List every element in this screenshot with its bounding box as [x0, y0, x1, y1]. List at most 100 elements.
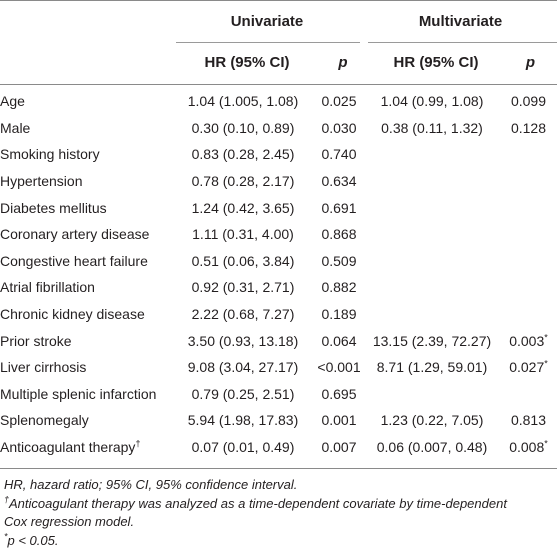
uni-p-cell-text: <0.001 — [317, 359, 361, 376]
uni-p-cell: 0.882 — [314, 274, 364, 301]
multi-p-cell — [500, 141, 557, 168]
uni-p-cell-text: 0.634 — [321, 173, 357, 190]
uni-hr-cell-text: 0.51 (0.06, 3.84) — [191, 252, 295, 269]
table-row: Coronary artery disease 1.11 (0.31, 4.00)… — [0, 221, 557, 248]
table-row: Chronic kidney disease 2.22 (0.68, 7.27) 0… — [0, 301, 557, 328]
table-row: Multiple splenic infarction 0.79 (0.25, 2… — [0, 381, 557, 408]
uni-p-cell: 0.740 — [314, 141, 364, 168]
uni-hr-cell: 0.78 (0.28, 2.17) — [172, 168, 314, 195]
uni-p-cell: 0.007 — [314, 434, 364, 461]
variable-cell-text: Prior stroke — [0, 332, 72, 349]
table-row: Prior stroke 3.50 (0.93, 13.18) 0.064 13.15… — [0, 327, 557, 354]
univariate-rule — [176, 42, 360, 43]
multi-p-cell-text: 0.813 — [510, 412, 547, 429]
uni-p-cell: <0.001 — [314, 354, 364, 381]
multivariate-header: Multivariate — [418, 13, 503, 30]
multi-hr-cell — [364, 274, 500, 301]
uni-hr-cell: 1.24 (0.42, 3.65) — [172, 194, 314, 221]
uni-hr-cell-text: 0.07 (0.01, 0.49) — [191, 439, 295, 456]
multi-hr-cell-text: 1.04 (0.99, 1.08) — [380, 93, 484, 110]
table-column-header: HR (95% CI) p HR (95% CI) p — [0, 42, 557, 85]
variable-cell: Congestive heart failure — [0, 248, 172, 275]
table-row: Congestive heart failure 0.51 (0.06, 3.84… — [0, 248, 557, 275]
uni-hr-cell: 1.11 (0.31, 4.00) — [172, 221, 314, 248]
multi-hr-cell — [364, 194, 500, 221]
table-group-header: Univariate Multivariate — [0, 0, 557, 43]
multi-hr-cell — [364, 221, 500, 248]
variable-cell: Multiple splenic infarction — [0, 381, 172, 408]
multi-p-cell: 0.027* — [500, 354, 557, 381]
variable-cell-text: Coronary artery disease — [0, 226, 150, 243]
dagger-text: Anticoagulant therapy was analyzed as a … — [9, 495, 507, 511]
star-mark: * — [4, 531, 8, 542]
uni-p-cell-text: 0.030 — [321, 119, 357, 136]
table-footnotes: HR, hazard ratio; 95% CI, 95% confidence… — [4, 476, 554, 550]
table-bottom-rule — [0, 468, 557, 469]
footnote-dagger: †Anticoagulant therapy was analyzed as a… — [4, 495, 554, 514]
variable-cell-text: Multiple splenic infarction — [0, 385, 157, 402]
variable-cell-text: Chronic kidney disease — [0, 306, 145, 323]
multi-p-cell: 0.128 — [500, 115, 557, 142]
multi-hr-cell: 13.15 (2.39, 72.27) — [364, 327, 500, 354]
uni-hr-cell-text: 1.04 (1.005, 1.08) — [187, 93, 299, 110]
variable-cell-text: Splenomegaly — [0, 412, 89, 429]
footnote-mark: † — [135, 438, 141, 449]
table-row: Liver cirrhosis 9.08 (3.04, 27.17) <0.001 8… — [0, 354, 557, 381]
multi-hr-cell-text: 0.38 (0.11, 1.32) — [381, 119, 483, 136]
uni-hr-cell: 0.92 (0.31, 2.71) — [172, 274, 314, 301]
variable-cell: Male — [0, 115, 172, 142]
variable-cell-text: Congestive heart failure — [0, 252, 148, 269]
multi-hr-cell-text: 13.15 (2.39, 72.27) — [372, 332, 492, 349]
uni-hr-cell: 3.50 (0.93, 13.18) — [172, 327, 314, 354]
table-row: Anticoagulant therapy† 0.07 (0.01, 0.49) 0… — [0, 434, 557, 461]
multi-hr-cell-text: 8.71 (1.29, 59.01) — [376, 359, 488, 376]
uni-hr-cell-text: 0.79 (0.25, 2.51) — [191, 385, 295, 402]
uni-hr-cell-text: 0.83 (0.28, 2.45) — [191, 146, 295, 163]
star-text: p < 0.05. — [7, 532, 59, 548]
variable-cell-text: Atrial fibrillation — [0, 279, 95, 296]
variable-cell: Anticoagulant therapy† — [0, 434, 172, 461]
multi-p-header: p — [525, 54, 536, 71]
uni-hr-cell-text: 0.92 (0.31, 2.71) — [191, 279, 295, 296]
uni-p-cell-text: 0.868 — [321, 226, 357, 243]
multivariate-rule — [368, 42, 557, 43]
multi-p-cell-text: 0.003 — [509, 332, 545, 349]
multi-hr-cell — [364, 301, 500, 328]
table-row: Age 1.04 (1.005, 1.08) 0.025 1.04 (0.99, 1.… — [0, 88, 557, 115]
uni-hr-header: HR (95% CI) — [204, 54, 290, 71]
variable-cell: Coronary artery disease — [0, 221, 172, 248]
multi-p-cell-text: 0.128 — [510, 119, 547, 136]
table-row: Atrial fibrillation 0.92 (0.31, 2.71) 0.88… — [0, 274, 557, 301]
variable-cell-text: Anticoagulant therapy — [0, 439, 136, 456]
multi-p-cell: 0.099 — [500, 88, 557, 115]
uni-hr-cell-text: 1.24 (0.42, 3.65) — [191, 199, 295, 216]
variable-cell: Prior stroke — [0, 327, 172, 354]
footnote-dagger-cont: Cox regression model. — [4, 514, 135, 529]
uni-p-cell-text: 0.509 — [321, 252, 357, 269]
multi-p-cell-text: 0.099 — [510, 93, 547, 110]
uni-hr-cell: 2.22 (0.68, 7.27) — [172, 301, 314, 328]
uni-p-cell-text: 0.691 — [321, 199, 357, 216]
uni-p-cell: 0.189 — [314, 301, 364, 328]
multi-hr-cell: 1.04 (0.99, 1.08) — [364, 88, 500, 115]
multi-p-cell: 0.813 — [500, 407, 557, 434]
variable-cell: Atrial fibrillation — [0, 274, 172, 301]
footnote-abbreviations: HR, hazard ratio; 95% CI, 95% confidence… — [4, 477, 298, 492]
multi-p-cell-text: 0.027 — [509, 359, 545, 376]
footnote-star: *p < 0.05. — [4, 532, 554, 551]
uni-p-cell-text: 0.882 — [321, 279, 357, 296]
multi-hr-cell — [364, 141, 500, 168]
multi-p-cell — [500, 381, 557, 408]
univariate-header: Univariate — [230, 13, 304, 30]
uni-hr-cell: 9.08 (3.04, 27.17) — [172, 354, 314, 381]
uni-p-cell-text: 0.064 — [321, 332, 357, 349]
uni-p-cell-text: 0.007 — [321, 439, 357, 456]
footnote-mark: * — [544, 358, 548, 369]
table-row: Diabetes mellitus 1.24 (0.42, 3.65) 0.691 — [0, 194, 557, 221]
variable-cell-text: Male — [0, 119, 31, 136]
multi-p-cell: 0.003* — [500, 327, 557, 354]
variable-cell-text: Liver cirrhosis — [0, 359, 87, 376]
uni-p-cell: 0.868 — [314, 221, 364, 248]
uni-p-cell: 0.064 — [314, 327, 364, 354]
uni-hr-cell-text: 0.78 (0.28, 2.17) — [191, 173, 295, 190]
